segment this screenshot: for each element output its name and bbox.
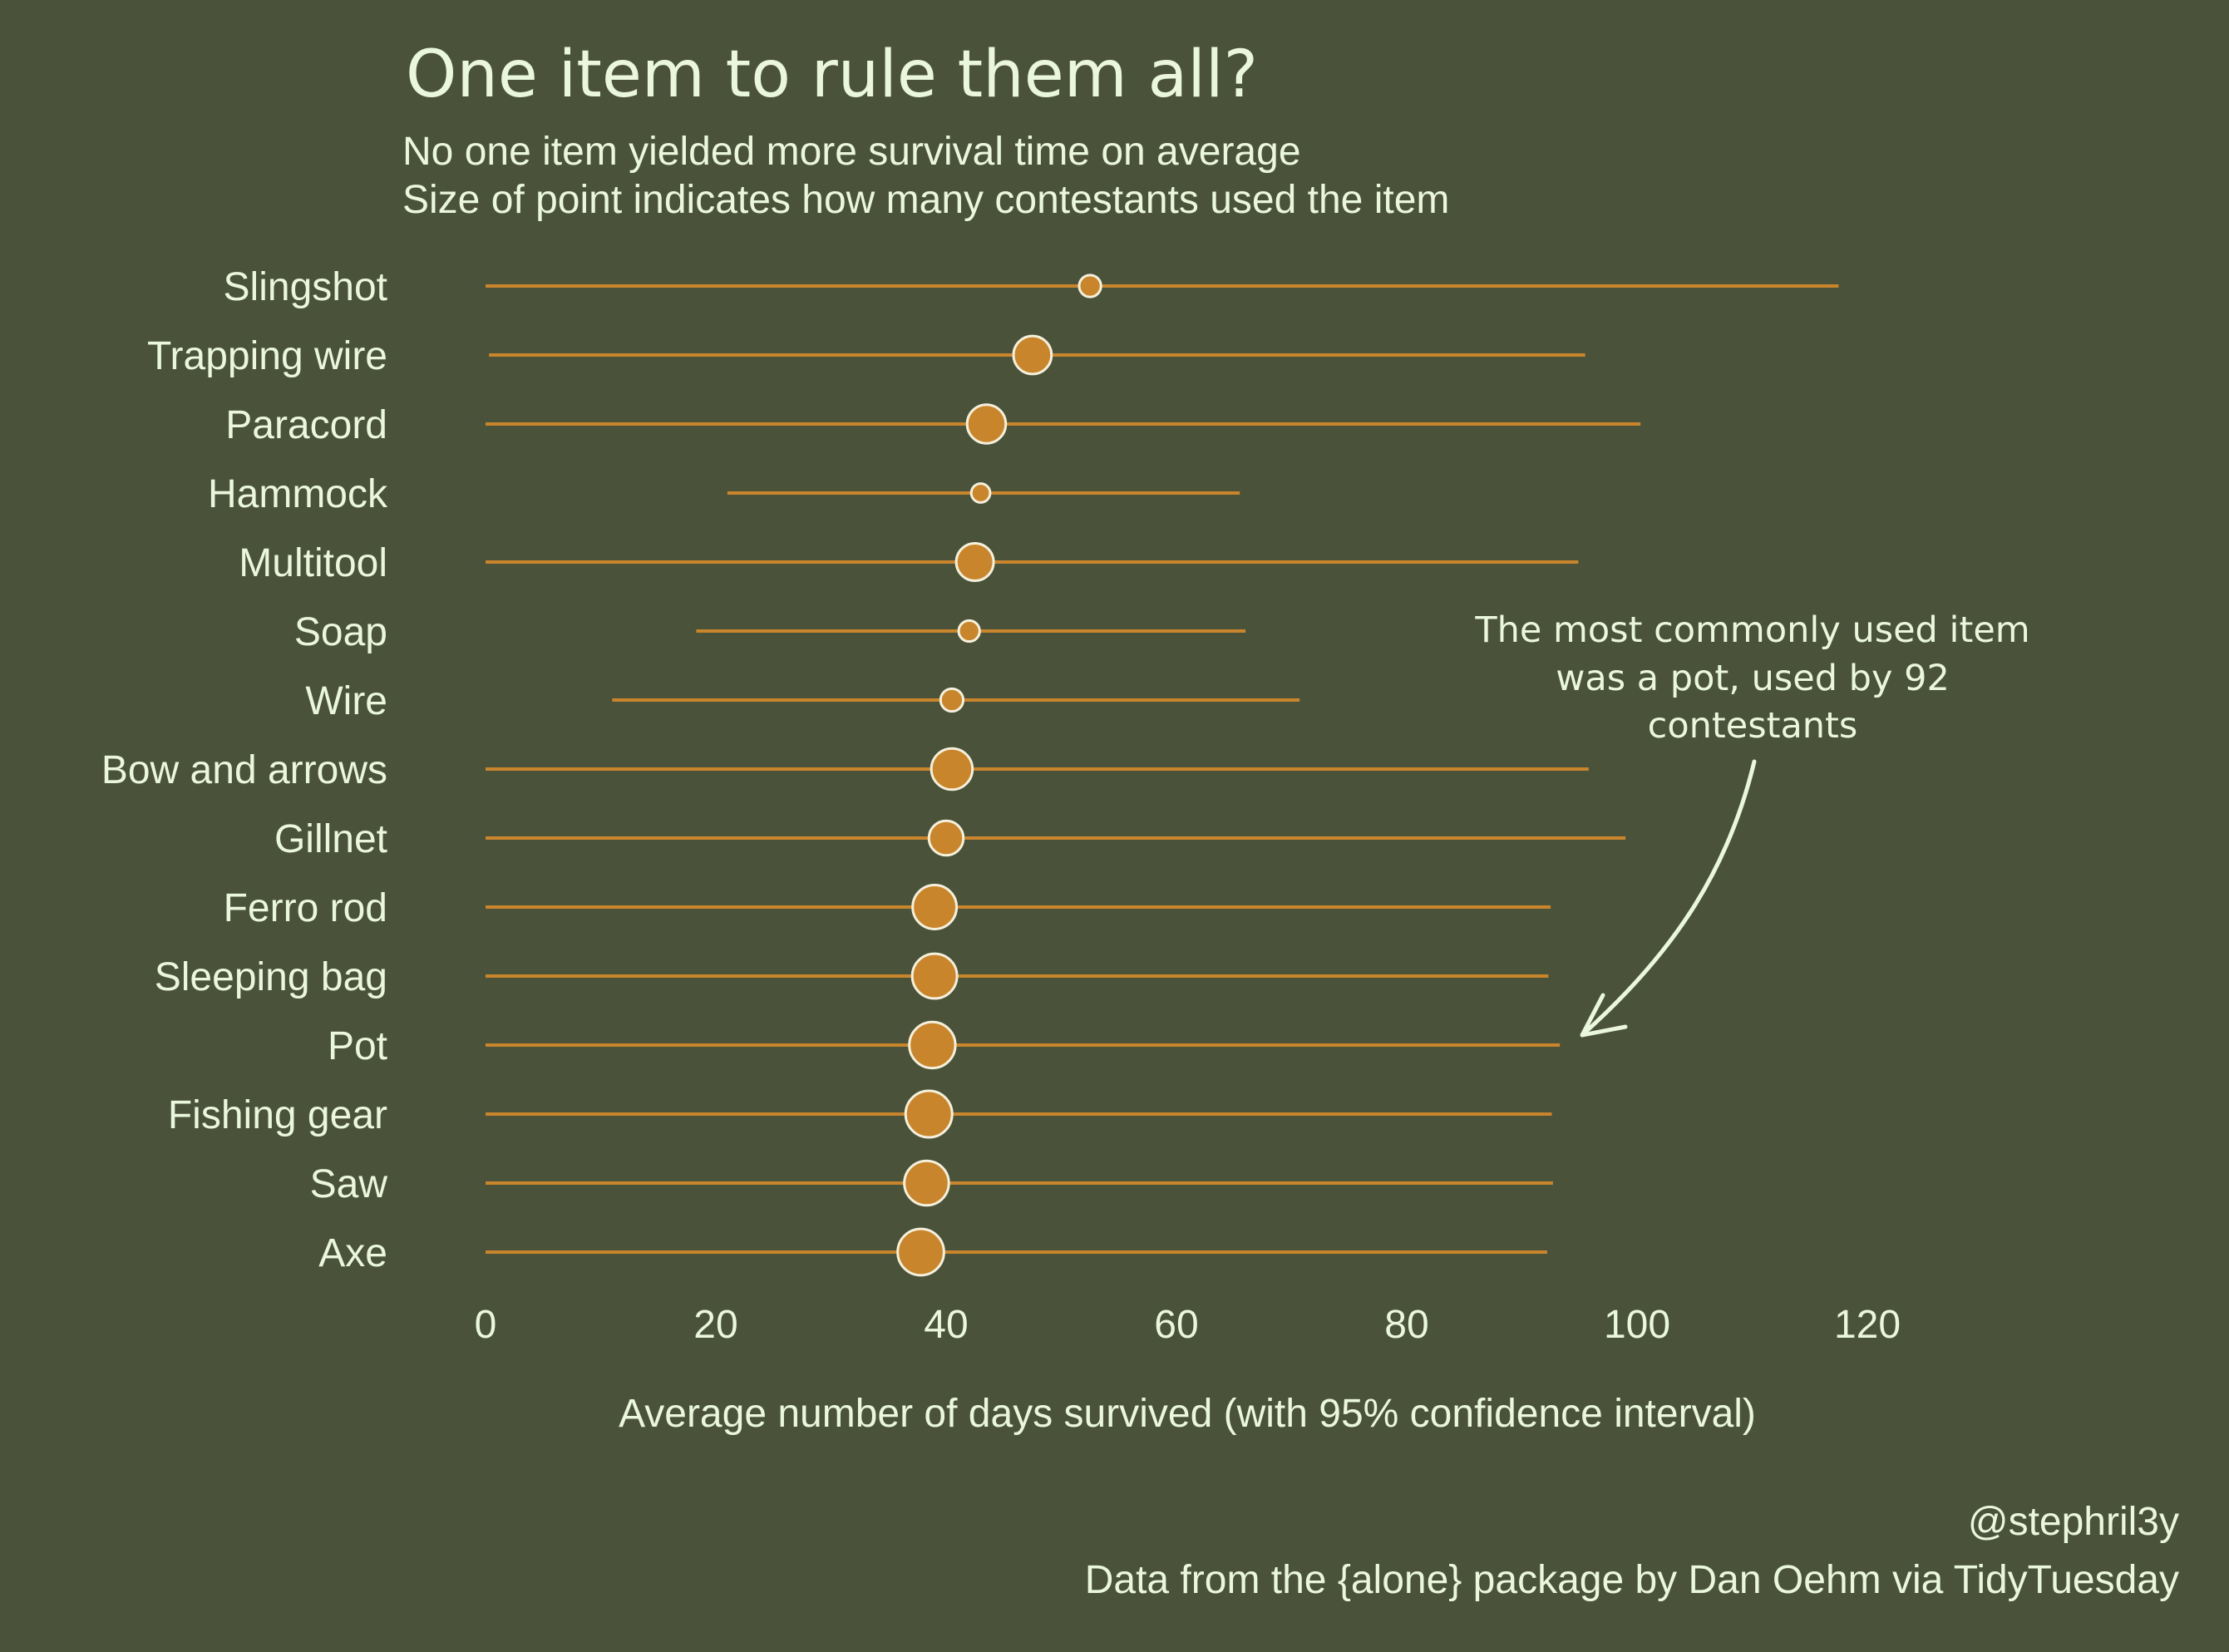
- mean-point: [1078, 274, 1102, 298]
- mean-point: [939, 687, 965, 713]
- mean-point: [904, 1089, 954, 1139]
- item-label: Slingshot: [224, 265, 387, 309]
- x-tick-label: 40: [924, 1303, 968, 1347]
- mean-point: [969, 482, 992, 504]
- chart-title: One item to rule them all?: [406, 37, 1258, 112]
- mean-point: [896, 1227, 945, 1277]
- item-label: Gillnet: [274, 817, 387, 861]
- mean-point: [954, 542, 995, 582]
- credit-handle: @stephril3y: [1968, 1500, 2179, 1544]
- mean-point: [903, 1159, 950, 1207]
- x-tick-label: 0: [475, 1303, 497, 1347]
- mean-point: [908, 1020, 957, 1070]
- x-axis-label: Average number of days survived (with 95…: [619, 1392, 1756, 1436]
- chart-subtitle-line-2: Size of point indicates how many contest…: [402, 178, 1449, 222]
- annotation-line-1: The most commonly used item: [1474, 609, 2029, 651]
- item-label: Saw: [310, 1162, 388, 1206]
- item-label: Wire: [305, 679, 387, 723]
- mean-point: [911, 884, 959, 930]
- mean-point: [965, 403, 1008, 445]
- plot-area: Slingshot Trapping wire Paracord Hammock Mul…: [101, 265, 1839, 1277]
- item-label: Trapping wire: [147, 334, 387, 378]
- item-label: Ferro rod: [224, 886, 387, 930]
- x-tick-label: 120: [1834, 1303, 1901, 1347]
- x-tick-label: 60: [1154, 1303, 1198, 1347]
- x-tick-label: 20: [693, 1303, 737, 1347]
- mean-point: [910, 952, 959, 1000]
- mean-point: [930, 747, 974, 791]
- item-label: Sleeping bag: [155, 955, 387, 999]
- item-label: Hammock: [208, 472, 388, 516]
- annotation-line-3: contestants: [1648, 705, 1858, 747]
- annotation-line-2: was a pot, used by 92: [1556, 658, 1950, 699]
- annotation-arrowhead: [1580, 993, 1628, 1038]
- x-tick-label: 80: [1384, 1303, 1428, 1347]
- item-label: Bow and arrows: [101, 748, 387, 792]
- item-label: Pot: [328, 1024, 387, 1068]
- item-label: Soap: [294, 610, 387, 654]
- x-axis: 0 20 40 60 80 100 120: [475, 1303, 1901, 1347]
- mean-point: [1012, 334, 1053, 376]
- item-label: Axe: [318, 1231, 387, 1275]
- mean-point: [957, 619, 981, 644]
- annotation: The most commonly used item was a pot, u…: [1474, 609, 2030, 1038]
- item-label: Fishing gear: [168, 1093, 387, 1137]
- mean-point: [927, 819, 965, 857]
- chart-subtitle-line-1: No one item yielded more survival time o…: [402, 130, 1301, 174]
- annotation-arrow: [1581, 759, 1757, 1036]
- item-label: Paracord: [225, 403, 387, 447]
- item-label: Multitool: [239, 541, 387, 585]
- data-source: Data from the {alone} package by Dan Oeh…: [1085, 1558, 2179, 1602]
- x-tick-label: 100: [1604, 1303, 1670, 1347]
